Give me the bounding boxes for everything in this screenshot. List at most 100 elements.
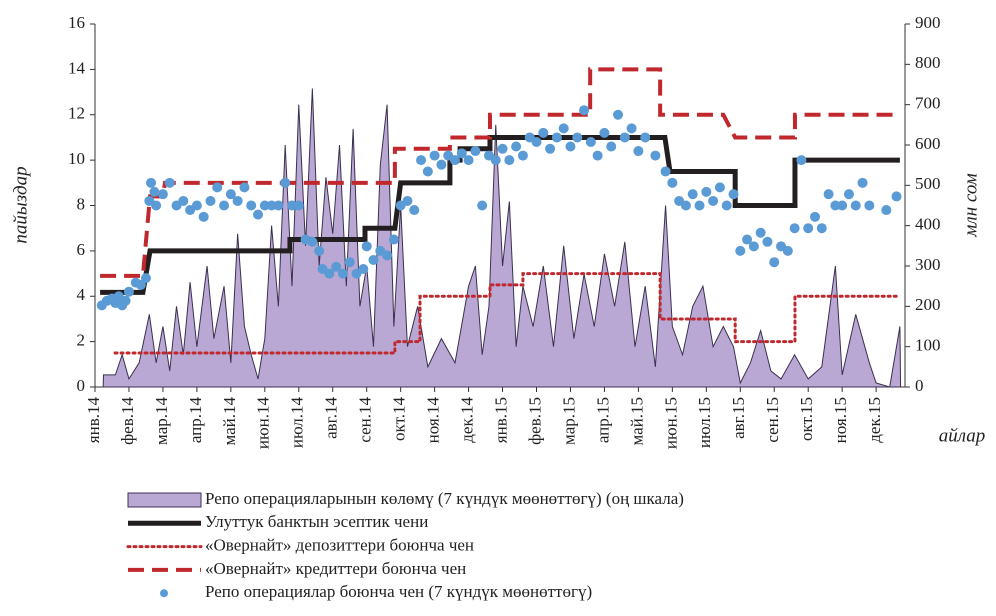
point [422, 166, 433, 177]
y-tick-label: 12 [68, 104, 85, 123]
point [667, 177, 678, 188]
legend-text: Улуттук банктын эсептик чени [205, 512, 428, 531]
x-tick-label: дек.14 [457, 397, 476, 443]
legend-text: «Овернайт» депозиттери боюнча чен [205, 536, 474, 555]
y2-tick-label: 700 [915, 94, 941, 113]
point [511, 141, 522, 152]
y2-axis-title: млн сом [960, 173, 981, 237]
point [837, 200, 848, 211]
point [545, 143, 556, 154]
point [273, 200, 284, 211]
point [368, 254, 379, 265]
y2-tick-label: 0 [915, 376, 924, 395]
point [640, 132, 651, 143]
point [164, 177, 175, 188]
x-tick-label: мар.14 [152, 397, 171, 445]
point [429, 150, 440, 161]
point [714, 182, 725, 193]
point [531, 136, 542, 147]
y-tick-label: 16 [68, 13, 85, 32]
y-tick-label: 6 [77, 240, 86, 259]
point [762, 236, 773, 247]
point [219, 200, 230, 211]
point [120, 295, 131, 306]
point [810, 211, 820, 222]
point [613, 109, 624, 120]
point [708, 195, 719, 206]
point [307, 236, 318, 247]
y-tick-label: 8 [77, 194, 86, 213]
point [728, 189, 739, 200]
line [113, 272, 902, 355]
point [149, 186, 160, 197]
x-tick-label: май.14 [220, 397, 239, 446]
x-tick-label: апр.15 [593, 397, 612, 443]
point [477, 200, 488, 211]
point [331, 261, 342, 272]
point [606, 141, 617, 152]
y2-tick-label: 600 [915, 134, 941, 153]
point [450, 155, 460, 166]
point [694, 200, 705, 211]
point [687, 189, 698, 200]
point [650, 150, 661, 161]
point [416, 155, 427, 166]
point [232, 195, 243, 206]
point [361, 241, 372, 252]
point [191, 200, 202, 211]
y-axis-title: пайыздар [10, 166, 31, 243]
point [463, 155, 474, 166]
point [253, 209, 264, 220]
point [538, 127, 549, 138]
x-tick-label: май.15 [627, 397, 646, 446]
point [864, 200, 875, 211]
point [680, 200, 691, 211]
point [280, 177, 291, 188]
point [592, 150, 603, 161]
point [456, 148, 467, 159]
point [470, 146, 481, 157]
point [565, 141, 576, 152]
point [293, 200, 304, 211]
point [599, 127, 610, 138]
point [337, 268, 348, 279]
x-tick-label: сен.15 [763, 397, 782, 443]
point [358, 264, 369, 275]
x-tick-label: авг.15 [729, 397, 748, 439]
point [123, 286, 134, 297]
x-tick-label: фев.15 [525, 397, 544, 445]
point [735, 245, 746, 256]
y2-tick-label: 800 [915, 53, 941, 72]
point [551, 132, 562, 143]
y2-tick-label: 400 [915, 215, 941, 234]
legend-text: «Овернайт» кредиттери боюнча чен [205, 559, 466, 578]
legend-text: Репо операциялар боюнча чен (7 күндүк мө… [205, 582, 592, 601]
x-tick-label: июн.15 [661, 397, 680, 449]
point [225, 189, 236, 200]
legend-swatch [127, 492, 202, 508]
point [402, 195, 413, 206]
point [721, 200, 732, 211]
point [660, 166, 671, 177]
point [701, 186, 712, 197]
point [388, 234, 399, 245]
point [803, 223, 814, 234]
point [558, 123, 569, 134]
point [382, 250, 393, 261]
x-tick-label: янв.15 [491, 397, 510, 443]
point [497, 143, 508, 154]
point [490, 155, 501, 166]
point [619, 132, 630, 143]
point [796, 155, 807, 166]
point [633, 146, 644, 157]
point [755, 227, 766, 238]
area [102, 88, 902, 388]
y-tick-label: 10 [68, 149, 85, 168]
point [881, 205, 892, 216]
x-tick-label: фев.14 [118, 397, 137, 445]
point [344, 257, 355, 268]
point [742, 234, 753, 245]
x-tick-label: июл.15 [695, 397, 714, 448]
x-tick-label: июн.14 [254, 397, 273, 450]
